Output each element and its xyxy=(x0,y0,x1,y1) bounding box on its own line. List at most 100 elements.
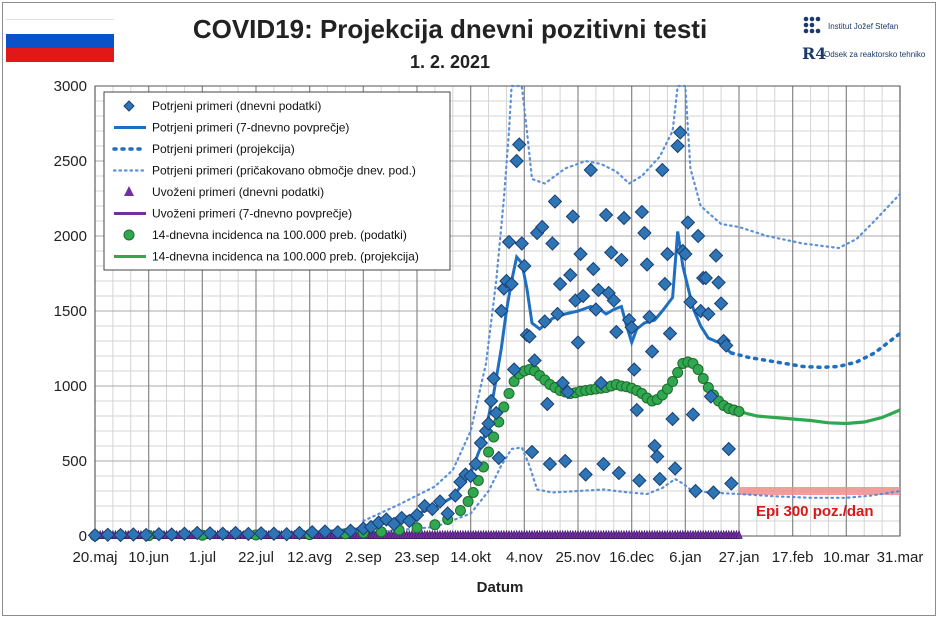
y-tick-label: 2000 xyxy=(54,228,87,245)
daily-diamond-marker xyxy=(550,306,565,322)
x-tick-label: 2.sep xyxy=(345,549,382,566)
daily-diamond-marker xyxy=(394,510,409,526)
daily-diamond-marker xyxy=(409,507,425,523)
daily-diamond-marker xyxy=(657,276,673,292)
daily-diamond-marker xyxy=(665,411,680,427)
daily-diamond-marker xyxy=(639,257,655,272)
daily-diamond-marker xyxy=(113,527,128,543)
daily-diamond-marker xyxy=(126,527,141,542)
daily-diamond-marker xyxy=(330,525,345,540)
daily-diamond-marker xyxy=(655,162,670,178)
range-upper-line xyxy=(362,84,902,523)
incidence-circle-marker xyxy=(462,496,474,507)
legend-swatch-circle xyxy=(123,229,135,241)
chart-title: COVID19: Projekcija dnevni pozitivni tes… xyxy=(192,14,708,44)
daily-diamond-marker xyxy=(473,435,489,451)
y-tick-label: 1500 xyxy=(54,303,87,320)
daily-diamond-marker xyxy=(266,526,282,541)
daily-diamond-marker xyxy=(215,526,230,541)
incidence-circle-marker xyxy=(697,373,709,384)
range-lower-line xyxy=(362,446,902,535)
incidence-circle-marker xyxy=(488,431,500,443)
x-tick-label: 22.jul xyxy=(238,549,274,566)
daily-diamond-marker xyxy=(644,344,660,359)
daily-diamond-marker xyxy=(241,526,256,542)
ijs-logo: Institut Jožef Stefan xyxy=(802,15,932,37)
legend-entry-label: Potrjeni primeri (dnevni podatki) xyxy=(152,99,321,113)
daily-diamond-marker xyxy=(706,485,721,500)
daily-diamond-marker xyxy=(693,303,708,319)
chart-legend: Potrjeni primeri (dnevni podatki) Potrjen… xyxy=(103,91,451,271)
daily-diamond-marker xyxy=(509,153,524,169)
legend-entry-label: Uvoženi primeri (7-dnevno povprečje) xyxy=(152,207,352,221)
daily-diamond-marker xyxy=(627,362,642,377)
incidence-circle-marker xyxy=(483,446,495,458)
daily-diamond-marker xyxy=(650,449,665,464)
x-tick-label: 4.nov xyxy=(506,549,543,566)
incidence-circle-marker xyxy=(672,367,684,378)
incidence-circle-marker xyxy=(429,519,441,531)
daily-diamond-marker xyxy=(524,444,540,460)
daily-diamond-marker xyxy=(481,416,496,431)
daily-diamond-marker xyxy=(598,207,614,223)
daily-diamond-marker xyxy=(514,236,529,251)
daily-diamond-marker xyxy=(611,465,627,481)
r4-mark-icon: R4 xyxy=(802,44,827,63)
x-tick-label: 23.sep xyxy=(394,549,439,566)
daily-diamond-marker xyxy=(624,320,639,335)
y-tick-label: 3000 xyxy=(54,78,87,95)
imported-triangle-marker xyxy=(735,529,743,539)
epi-annotation: Epi 300 poz./dan xyxy=(756,503,874,520)
incidence-circle-marker xyxy=(733,406,745,417)
incidence-circle-marker xyxy=(411,522,423,534)
daily-diamond-marker xyxy=(292,525,307,541)
flag-stripe-blue xyxy=(6,34,114,48)
incidence-circle-marker xyxy=(467,487,479,498)
chart-markers xyxy=(87,125,745,543)
daily-diamond-marker xyxy=(662,326,678,341)
x-tick-label: 1.jul xyxy=(189,549,217,566)
daily-diamond-marker xyxy=(688,483,703,499)
daily-diamond-marker xyxy=(604,245,619,260)
legend-entry-label: Uvoženi primeri (dnevni podatki) xyxy=(152,185,324,199)
legend-box xyxy=(103,91,451,271)
incidence-projection-line xyxy=(738,408,901,426)
r4-logo: R4 Odsek za reaktorsko tehniko xyxy=(802,44,934,66)
daily-diamond-marker xyxy=(425,501,440,517)
daily-diamond-marker xyxy=(583,162,598,178)
daily-diamond-marker xyxy=(343,523,358,538)
daily-diamond-marker xyxy=(164,527,179,542)
daily-diamond-marker xyxy=(305,525,320,540)
daily-diamond-marker xyxy=(637,225,652,241)
daily-diamond-marker xyxy=(570,335,586,350)
legend-swatch-triangle xyxy=(124,186,134,196)
daily-diamond-marker xyxy=(138,527,154,543)
daily-diamond-marker xyxy=(151,526,167,542)
daily-diamond-marker xyxy=(202,526,218,541)
epi-threshold-band xyxy=(739,487,900,495)
daily-diamond-marker xyxy=(540,396,555,412)
chart-axes: 0 500 1000 1500 2000 2500 3000 20.maj 10.jun 1.ju… xyxy=(54,78,924,566)
daily-diamond-marker xyxy=(703,389,719,404)
daily-diamond-marker xyxy=(279,526,294,542)
y-tick-label: 500 xyxy=(62,453,87,470)
daily-diamond-marker xyxy=(573,246,588,262)
daily-diamond-marker xyxy=(721,441,736,457)
daily-diamond-marker xyxy=(609,324,624,340)
daily-diamond-marker xyxy=(632,473,647,488)
daily-diamond-marker xyxy=(468,456,483,472)
daily-diamond-marker xyxy=(527,353,542,368)
daily-diamond-marker xyxy=(678,246,693,262)
institute-name: Institut Jožef Stefan xyxy=(828,22,899,31)
x-tick-label: 14.okt xyxy=(450,549,492,566)
daily-diamond-marker xyxy=(565,209,581,224)
daily-diamond-marker xyxy=(616,210,632,226)
y-tick-label: 0 xyxy=(79,528,87,545)
daily-diamond-marker xyxy=(586,261,601,277)
daily-diamond-marker xyxy=(683,294,698,310)
daily-diamond-marker xyxy=(489,405,504,421)
daily-diamond-marker xyxy=(448,488,463,503)
incidence-circle-marker xyxy=(661,383,673,395)
daily-diamond-marker xyxy=(593,375,609,391)
daily-diamond-marker xyxy=(440,506,455,521)
